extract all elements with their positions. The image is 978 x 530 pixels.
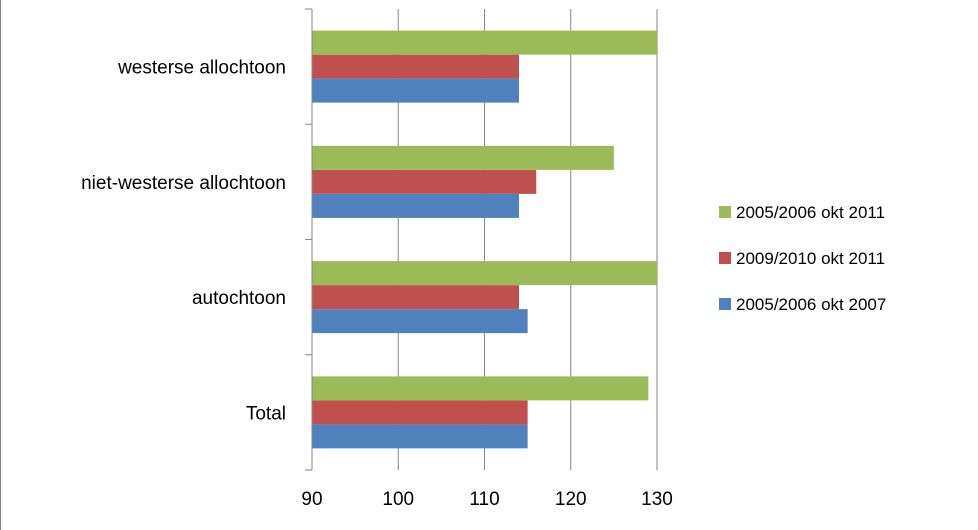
bar — [312, 193, 519, 218]
legend-swatch — [719, 298, 731, 310]
x-tick-label: 90 — [301, 489, 322, 510]
x-tick-label: 110 — [469, 489, 499, 510]
bar — [312, 285, 519, 310]
bar — [312, 54, 519, 79]
bar — [312, 30, 657, 55]
bar — [312, 169, 537, 194]
bar — [312, 424, 528, 449]
x-tick-label: 130 — [641, 489, 673, 510]
category-label: autochtoon — [192, 288, 286, 309]
category-label: Total — [246, 403, 286, 424]
bar — [312, 261, 657, 286]
x-tick-label: 120 — [555, 489, 587, 510]
bar — [312, 78, 519, 103]
x-tick-label: 100 — [382, 489, 414, 510]
bar — [312, 400, 528, 425]
category-label: westerse allochtoon — [117, 58, 286, 79]
bar — [312, 309, 528, 334]
legend-swatch — [719, 206, 731, 218]
legend-label: 2009/2010 okt 2011 — [736, 249, 885, 268]
category-label: niet-westerse allochtoon — [81, 173, 286, 194]
bar — [312, 145, 614, 170]
legend-label: 2005/2006 okt 2011 — [736, 203, 885, 222]
bar — [312, 376, 649, 401]
legend-swatch — [719, 252, 731, 264]
legend-label: 2005/2006 okt 2007 — [736, 295, 886, 314]
